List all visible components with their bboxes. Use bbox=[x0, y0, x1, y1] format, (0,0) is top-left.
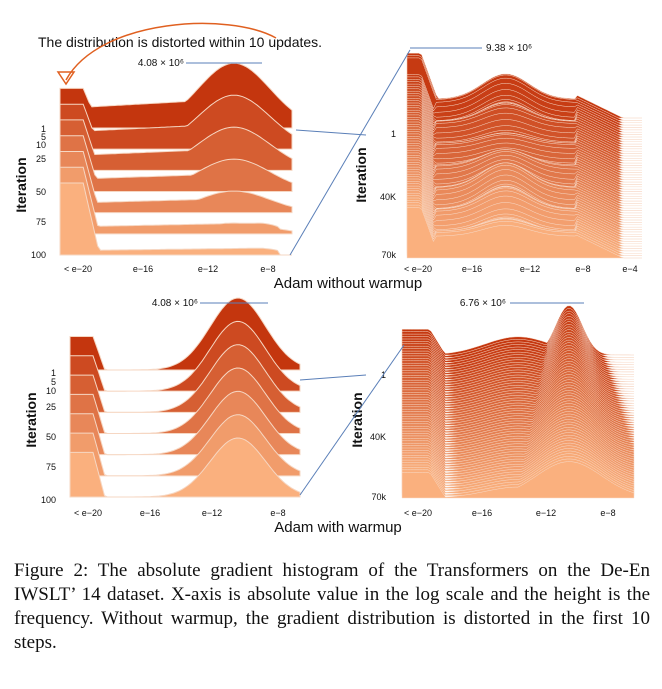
connector-line bbox=[299, 374, 367, 381]
y-tick-label: 5 bbox=[41, 132, 46, 142]
peak-value-label: 4.08 × 10⁶ bbox=[152, 298, 198, 309]
x-tick-label: e−16 bbox=[133, 264, 153, 274]
panel-top-right: Iteration 1 40K 70k < e−20 e−16 e−12 e−8 e−4 9.38… bbox=[353, 43, 643, 274]
x-tick-label: < e−20 bbox=[74, 508, 102, 518]
x-tick-label: < e−20 bbox=[404, 508, 432, 518]
xlabel-top: Adam without warmup bbox=[274, 275, 422, 292]
x-tick-label: e−12 bbox=[520, 264, 540, 274]
histogram-ridge bbox=[59, 135, 293, 192]
x-tick-label: e−4 bbox=[622, 264, 637, 274]
x-tick-label: e−16 bbox=[472, 508, 492, 518]
x-tick-label: e−16 bbox=[140, 508, 160, 518]
x-tick-label: e−12 bbox=[202, 508, 222, 518]
y-tick-label: 25 bbox=[36, 154, 46, 164]
histogram-ridge bbox=[406, 207, 642, 259]
y-tick-label: 25 bbox=[46, 402, 56, 412]
y-tick-label: 40K bbox=[370, 432, 386, 442]
x-tick-label: < e−20 bbox=[64, 264, 92, 274]
connector-line bbox=[289, 49, 411, 256]
y-tick-label: 5 bbox=[51, 377, 56, 387]
y-tick-label: 1 bbox=[391, 129, 396, 139]
histogram-ridge bbox=[401, 461, 635, 499]
connector-line bbox=[299, 344, 405, 496]
annotation-arrow bbox=[65, 22, 277, 81]
x-tick-label: e−8 bbox=[270, 508, 285, 518]
distortion-annotation: The distribution is distorted within 10 … bbox=[38, 34, 322, 50]
figure: The distribution is distorted within 10 … bbox=[13, 22, 643, 536]
y-tick-label: 100 bbox=[41, 495, 56, 505]
y-tick-label: 50 bbox=[46, 432, 56, 442]
histogram-ridge bbox=[59, 151, 293, 214]
x-tick-label: < e−20 bbox=[404, 264, 432, 274]
y-tick-label: 70k bbox=[381, 250, 396, 260]
connector-line bbox=[295, 129, 367, 136]
x-tick-label: e−12 bbox=[536, 508, 556, 518]
peak-value-label: 9.38 × 10⁶ bbox=[486, 43, 532, 54]
y-axis-title: Iteration bbox=[353, 147, 369, 202]
y-tick-label: 10 bbox=[46, 386, 56, 396]
x-tick-label: e−8 bbox=[575, 264, 590, 274]
histogram-ridge bbox=[59, 182, 292, 256]
y-tick-label: 50 bbox=[36, 187, 46, 197]
x-tick-label: e−8 bbox=[260, 264, 275, 274]
histogram-ridge bbox=[69, 437, 301, 498]
annotation-arrow-head bbox=[56, 71, 76, 86]
y-tick-label: 75 bbox=[46, 462, 56, 472]
figure-caption: Figure 2: The absolute gradient histogra… bbox=[14, 560, 650, 653]
y-tick-label: 10 bbox=[36, 140, 46, 150]
xlabel-bottom: Adam with warmup bbox=[274, 519, 402, 536]
histogram-ridge bbox=[59, 119, 293, 171]
y-tick-label: 100 bbox=[31, 250, 46, 260]
y-tick-label: 1 bbox=[51, 368, 56, 378]
x-tick-label: e−16 bbox=[462, 264, 482, 274]
y-axis-title: Iteration bbox=[13, 157, 29, 212]
y-tick-label: 70k bbox=[371, 492, 386, 502]
y-tick-label: 1 bbox=[41, 124, 46, 134]
x-tick-label: e−8 bbox=[600, 508, 615, 518]
peak-value-label: 4.08 × 10⁶ bbox=[138, 58, 184, 69]
peak-value-label: 6.76 × 10⁶ bbox=[460, 298, 506, 309]
y-tick-label: 40K bbox=[380, 192, 396, 202]
x-tick-label: e−12 bbox=[198, 264, 218, 274]
y-axis-title: Iteration bbox=[23, 392, 39, 447]
y-tick-label: 75 bbox=[36, 217, 46, 227]
